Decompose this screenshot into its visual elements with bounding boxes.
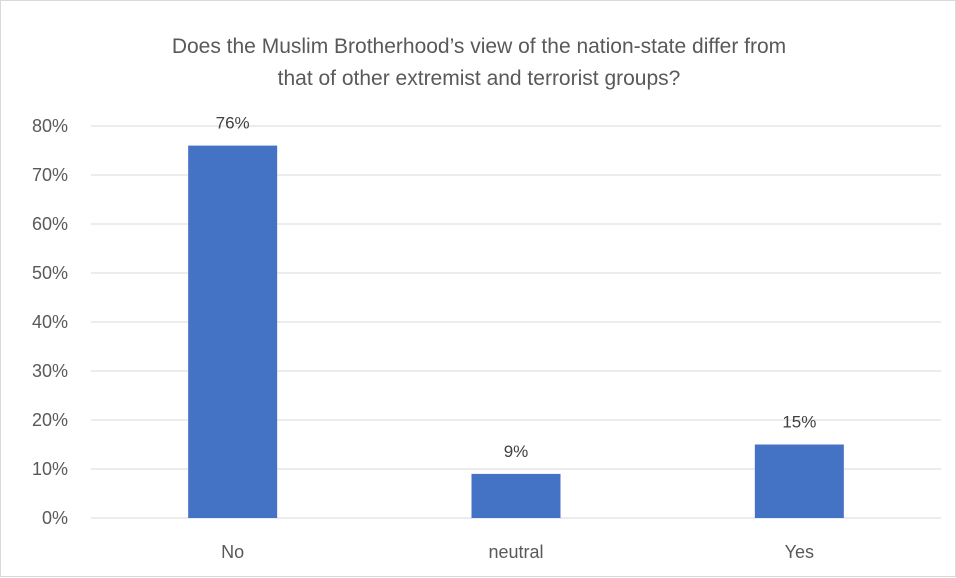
bars	[188, 145, 844, 518]
data-labels: 76% 9% 15%	[216, 114, 817, 461]
data-label: 15%	[782, 413, 816, 432]
x-tick-label: Yes	[785, 542, 814, 562]
bar-neutral	[471, 473, 561, 518]
chart-title: Does the Muslim Brotherhood’s view of th…	[1, 31, 956, 95]
y-tick-label: 0%	[42, 508, 68, 528]
y-tick-label: 80%	[32, 116, 68, 136]
y-tick-label: 10%	[32, 459, 68, 479]
data-label: 76%	[216, 114, 250, 133]
y-tick-label: 40%	[32, 312, 68, 332]
chart-title-line-1: Does the Muslim Brotherhood’s view of th…	[171, 35, 787, 58]
x-tick-label: neutral	[488, 542, 543, 562]
y-tick-label: 50%	[32, 263, 68, 283]
y-tick-label: 20%	[32, 410, 68, 430]
y-tick-label: 70%	[32, 165, 68, 185]
data-label: 9%	[504, 442, 529, 461]
x-axis-tick-labels: No neutral Yes	[221, 542, 814, 562]
x-tick-label: No	[221, 542, 244, 562]
y-tick-label: 30%	[32, 361, 68, 381]
y-axis-tick-labels: 0% 10% 20% 30% 40% 50% 60% 70% 80%	[32, 116, 68, 528]
chart-title-line-2: that of other extremist and terrorist gr…	[277, 67, 681, 90]
bar-yes	[754, 444, 844, 518]
y-tick-label: 60%	[32, 214, 68, 234]
bar-no	[188, 145, 278, 518]
